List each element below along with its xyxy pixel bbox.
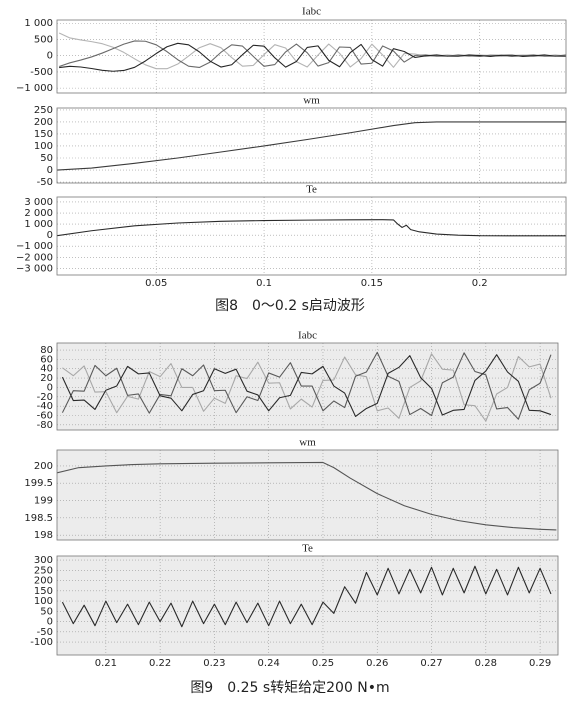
y-tick-label: 1 000: [24, 219, 53, 230]
series-line: [58, 32, 566, 70]
plot-area: [57, 556, 558, 655]
y-tick-label: 20: [40, 373, 53, 384]
x-tick-label: 0.27: [420, 658, 442, 669]
x-tick-label: 0.22: [149, 658, 171, 669]
y-tick-label: 0: [47, 382, 53, 393]
y-tick-label: 0: [47, 165, 53, 176]
series-line: [61, 565, 552, 628]
caption: 图8 0～0.2 s启动波形: [215, 298, 365, 314]
plot-frame: [56, 107, 567, 184]
y-tick-label: 250: [34, 565, 53, 576]
x-tick-label: 0.21: [95, 658, 117, 669]
plot-series: [58, 32, 566, 72]
series-line: [57, 219, 566, 237]
x-tick-label: 0.29: [529, 658, 551, 669]
plot-series: [61, 351, 552, 422]
plot-frame: [56, 555, 559, 656]
y-tick-label: 100: [34, 141, 53, 152]
series-line: [57, 461, 557, 531]
plot-series: [57, 219, 566, 237]
series-line: [59, 42, 566, 72]
x-tick-label: 0.2: [472, 278, 488, 289]
y-tick-label: 150: [34, 586, 53, 597]
plot-frame: [56, 19, 567, 94]
y-tick-label: 50: [40, 606, 53, 617]
y-tick-label: -20: [37, 392, 53, 403]
y-tick-label: -100: [30, 637, 53, 648]
series-line: [61, 354, 552, 417]
panel-title: Te: [306, 184, 317, 196]
y-tick-label: −2 000: [16, 252, 53, 263]
y-tick-label: −1 000: [16, 83, 53, 94]
x-tick-label: 0.23: [203, 658, 225, 669]
x-tick-label: 0.24: [258, 658, 280, 669]
y-tick-label: 300: [34, 555, 53, 566]
x-tick-label: 0.25: [312, 658, 334, 669]
plot-area: [57, 450, 558, 540]
y-tick-label: 199.5: [24, 478, 53, 489]
y-tick-label: 200: [34, 461, 53, 472]
x-tick-label: 0.15: [361, 278, 383, 289]
y-tick-label: 100: [34, 596, 53, 607]
series-line: [62, 353, 552, 422]
y-tick-label: -500: [30, 67, 53, 78]
y-tick-label: 500: [34, 34, 53, 45]
y-tick-label: 198.5: [24, 513, 53, 524]
x-tick-label: 0.26: [366, 658, 388, 669]
y-tick-label: 0: [47, 51, 53, 62]
plot-series: [61, 565, 552, 628]
plot-area: [57, 108, 566, 183]
panel-title: Iabc: [298, 330, 317, 342]
y-tick-label: −1 000: [16, 241, 53, 252]
y-tick-label: -50: [37, 627, 53, 638]
y-tick-label: 0: [47, 617, 53, 628]
y-tick-label: 199: [34, 496, 53, 507]
y-tick-label: 200: [34, 117, 53, 128]
y-tick-label: 150: [34, 129, 53, 140]
y-tick-label: 200: [34, 576, 53, 587]
panel-title: wm: [299, 437, 316, 449]
y-tick-label: 1 000: [24, 18, 53, 29]
y-tick-label: 198: [34, 530, 53, 541]
y-tick-label: 60: [40, 354, 53, 365]
plot-frame: [56, 342, 559, 431]
y-tick-label: 0: [47, 230, 53, 241]
y-tick-label: -60: [37, 411, 53, 422]
plot-series: [57, 461, 557, 531]
panel-title: Iabc: [302, 6, 321, 18]
y-tick-label: 3 000: [24, 197, 53, 208]
y-tick-label: 40: [40, 364, 53, 375]
caption: 图9 0.25 s转矩给定200 N•m: [190, 680, 389, 696]
plot-series: [57, 121, 566, 171]
panel-title: Te: [302, 543, 313, 555]
y-tick-label: -80: [37, 420, 53, 431]
plot-frame: [56, 196, 567, 276]
y-tick-label: 2 000: [24, 208, 53, 219]
x-tick-label: 0.05: [145, 278, 167, 289]
y-tick-label: 50: [40, 153, 53, 164]
y-tick-label: −3 000: [16, 263, 53, 274]
y-tick-label: 80: [40, 345, 53, 356]
panel-title: wm: [303, 95, 320, 107]
y-tick-label: -40: [37, 401, 53, 412]
plot-frame: [56, 449, 559, 541]
x-tick-label: 0.1: [256, 278, 272, 289]
series-line: [57, 121, 566, 171]
y-tick-label: -50: [37, 177, 53, 188]
x-tick-label: 0.28: [475, 658, 497, 669]
y-tick-label: 250: [34, 105, 53, 116]
series-line: [61, 351, 552, 420]
